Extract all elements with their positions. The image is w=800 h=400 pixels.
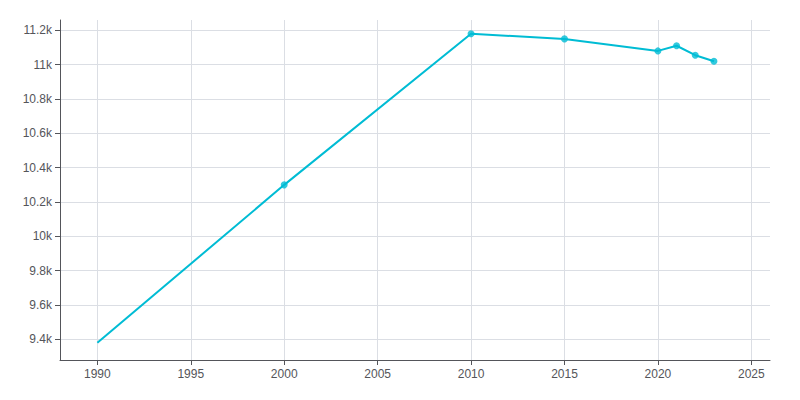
svg-text:2010: 2010 (458, 367, 485, 381)
svg-text:10.8k: 10.8k (23, 92, 53, 106)
svg-text:2005: 2005 (364, 367, 391, 381)
svg-text:2015: 2015 (551, 367, 578, 381)
svg-text:2000: 2000 (271, 367, 298, 381)
svg-text:10.6k: 10.6k (23, 126, 53, 140)
svg-text:9.4k: 9.4k (29, 332, 53, 346)
svg-text:2020: 2020 (645, 367, 672, 381)
svg-text:1995: 1995 (177, 367, 204, 381)
svg-text:9.8k: 9.8k (29, 264, 53, 278)
svg-text:10.4k: 10.4k (23, 161, 53, 175)
svg-text:1990: 1990 (84, 367, 111, 381)
svg-text:10.2k: 10.2k (23, 195, 53, 209)
svg-text:2025: 2025 (738, 367, 765, 381)
svg-text:11k: 11k (34, 58, 53, 72)
svg-text:11.2k: 11.2k (24, 23, 53, 37)
svg-text:9.6k: 9.6k (29, 298, 53, 312)
svg-text:10k: 10k (33, 229, 53, 243)
